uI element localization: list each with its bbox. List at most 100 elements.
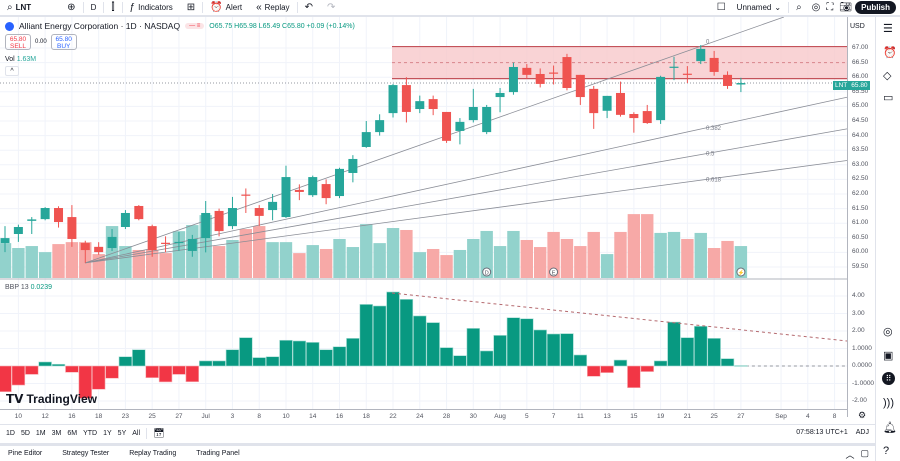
candle-body <box>549 72 559 74</box>
bell-icon[interactable]: 🔔︎ <box>883 422 897 434</box>
undo-button[interactable]: ↶ <box>298 0 320 16</box>
indicators-button[interactable]: ƒ Indicators <box>129 1 173 13</box>
volume-bar <box>333 238 346 278</box>
candle <box>214 208 224 237</box>
candle <box>602 95 612 119</box>
layers-icon[interactable]: ◇ <box>883 70 892 82</box>
time-tick: 15 <box>630 413 638 420</box>
range-5y[interactable]: 5Y <box>117 429 127 437</box>
volume-bar <box>266 242 279 278</box>
candle-body <box>27 219 37 221</box>
tab-trading-panel[interactable]: Trading Panel <box>196 450 240 457</box>
time-tick: 23 <box>121 413 130 420</box>
range-3m[interactable]: 3M <box>51 429 62 437</box>
range-all[interactable]: All <box>132 429 141 437</box>
volume-legend: Vol 1.63M <box>5 56 36 63</box>
time-tick: 14 <box>309 413 317 420</box>
chevron-down-icon: ⌄ <box>774 3 782 12</box>
publish-button[interactable]: Publish <box>855 1 896 14</box>
tab-pine-editor[interactable]: Pine Editor <box>8 450 43 457</box>
chevron-up-icon[interactable]: ︿ <box>845 450 855 460</box>
bbp-bar <box>332 346 347 367</box>
price-tick: 62.00 <box>852 190 869 197</box>
range-1d[interactable]: 1D <box>6 429 15 437</box>
axis-settings-icon[interactable]: ⚙ <box>858 410 867 420</box>
watchlist-icon[interactable]: ☰ <box>883 23 893 35</box>
collapse-legend-button[interactable]: ^ <box>5 66 19 76</box>
tab-strategy-tester[interactable]: Strategy Tester <box>62 450 110 457</box>
time-axis[interactable]: 10 12 16 18 23 25 27 Jul 3 8 10 14 16 18 22 24 28 30 Aug 5 7… <box>0 409 847 423</box>
goto-date-icon[interactable]: 📅︎ <box>153 427 165 438</box>
volume-bar <box>212 246 226 278</box>
candle <box>54 206 64 228</box>
sell-button[interactable]: 65.80 SELL <box>5 34 31 50</box>
candle <box>201 201 211 253</box>
price-axis[interactable]: 67.00 66.50 66.00 65.50 65.00 64.50 64.00 63.50… <box>847 17 875 417</box>
range-5d[interactable]: 5D <box>20 429 30 437</box>
templates-button[interactable]: ⊞ <box>180 0 202 16</box>
price-tick: 60.00 <box>852 248 869 256</box>
tradingview-logo[interactable]: 𝗧𝗩 TradingView <box>6 392 97 406</box>
fib-fan-line <box>85 96 847 264</box>
candle <box>107 229 117 251</box>
tab-replay-trading[interactable]: Replay Trading <box>129 450 177 457</box>
bbp-bar <box>132 349 146 367</box>
volume-bar <box>119 246 132 278</box>
quick-search-button[interactable]: ⌕ <box>789 0 809 16</box>
chart-canvas[interactable]: D E ⚡ 0 0.382 0.5 0.618 <box>0 0 847 409</box>
candle <box>27 217 37 235</box>
range-1y[interactable]: 1Y <box>103 429 112 437</box>
candle-body <box>575 74 585 98</box>
chat-icon[interactable]: ▭ <box>883 92 894 104</box>
bbp-name: BBP 13 <box>5 284 29 291</box>
market-status-badge[interactable]: — ≡ <box>185 23 205 29</box>
help-icon[interactable]: ? <box>883 445 890 457</box>
chart-type-button[interactable]: ⫿ <box>104 0 121 16</box>
bbp-bar <box>25 365 39 375</box>
interval-button[interactable]: D <box>90 3 97 12</box>
bbp-value: 0.0239 <box>30 284 52 291</box>
volume-bar <box>132 249 145 278</box>
event-marker: ⚡ <box>736 267 746 277</box>
compare-button[interactable]: ⊕ <box>60 0 82 16</box>
adjust-toggle[interactable]: ADJ <box>855 429 869 436</box>
clock[interactable]: 07:58:13 UTC+1 <box>796 429 848 436</box>
target-icon[interactable]: ◎ <box>883 326 893 338</box>
symbol-title[interactable]: Alliant Energy Corporation · 1D · NASDAQ <box>19 21 181 31</box>
candle-body <box>508 66 518 93</box>
bbp-bar <box>145 365 159 379</box>
layout-menu[interactable]: ☐ Unnamed ⌄ <box>716 1 782 13</box>
apps-grid-icon[interactable]: ⠿ <box>882 372 895 385</box>
maximize-icon[interactable]: ▢ <box>860 448 869 458</box>
candle-body <box>13 226 23 235</box>
alarm-clock-icon[interactable]: ⏰ <box>883 47 897 59</box>
volume-bar <box>65 242 79 278</box>
fullscreen-button[interactable]: ⛶ <box>823 0 836 16</box>
currency-select[interactable]: USD <box>850 23 865 30</box>
candle <box>482 104 492 135</box>
redo-button[interactable]: ↷ <box>320 0 342 16</box>
volume-bar <box>293 253 306 278</box>
volume-bar <box>493 246 507 278</box>
candle <box>415 95 425 114</box>
symbol-search[interactable]: ⌕ LNT <box>7 1 32 13</box>
snapshot-button[interactable]: 📷︎ <box>836 0 855 16</box>
range-ytd[interactable]: YTD <box>83 429 98 437</box>
bbp-bar <box>413 315 427 367</box>
alert-button[interactable]: ⏰ Alert <box>210 1 243 13</box>
time-tick: 16 <box>335 413 344 420</box>
range-6m[interactable]: 6M <box>67 429 78 437</box>
bbp-bar <box>707 338 721 367</box>
time-tick: 8 <box>832 413 837 420</box>
last-price-symbol: LNT <box>835 82 848 89</box>
broadcast-icon[interactable]: ))) <box>883 397 894 409</box>
range-1m[interactable]: 1M <box>35 429 46 437</box>
plus-circle-icon: ⊕ <box>67 1 76 13</box>
buy-label: BUY <box>57 43 71 50</box>
candle-body <box>415 101 425 110</box>
calendar-icon[interactable]: ▣ <box>883 350 894 362</box>
replay-button[interactable]: «Replay <box>256 1 290 13</box>
settings-button[interactable]: ◎ <box>809 0 824 16</box>
buy-button[interactable]: 65.80 BUY <box>50 34 77 50</box>
candle <box>709 50 719 76</box>
